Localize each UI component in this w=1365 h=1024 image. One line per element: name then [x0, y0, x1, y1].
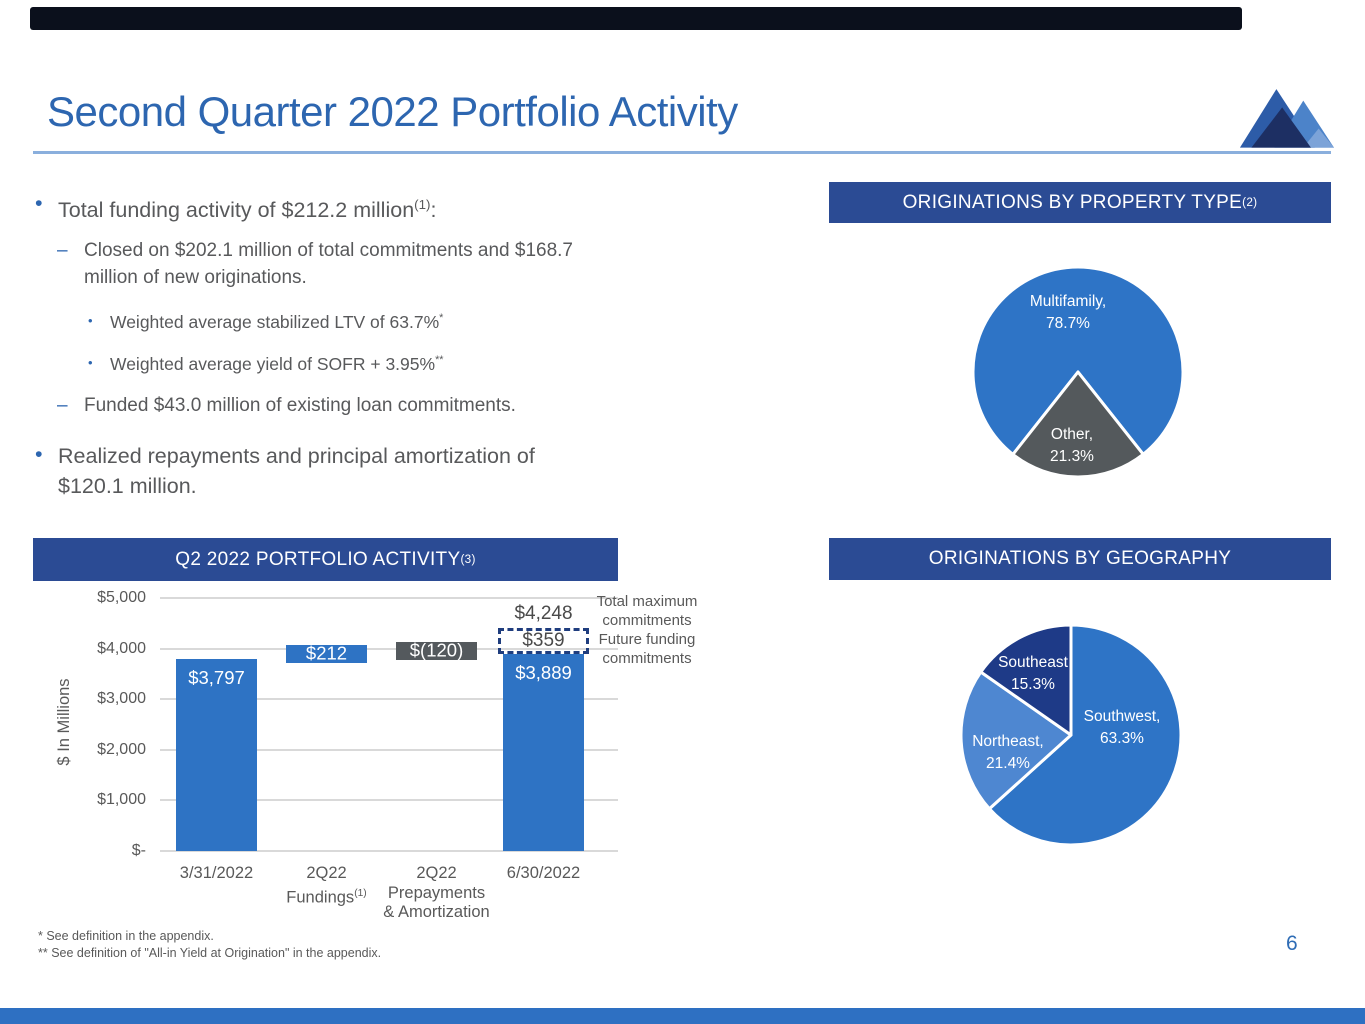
pie-slice-northeast — [959, 670, 1073, 811]
gridline — [160, 597, 618, 599]
bar-value-label: $(120) — [409, 639, 464, 661]
bottom-accent-bar — [0, 1008, 1365, 1024]
company-logo — [1238, 84, 1334, 153]
bar: $(120) — [396, 639, 477, 661]
x-axis-category: 2Q22 Fundings(1) — [286, 864, 367, 906]
property-type-banner: ORIGINATIONS BY PROPERTY TYPE (2) — [829, 182, 1331, 223]
x-axis-category: 3/31/2022 — [179, 864, 254, 882]
y-tick-label: $4,000 — [97, 639, 146, 657]
y-tick-label: $1,000 — [97, 791, 146, 809]
y-tick-label: $3,000 — [97, 690, 146, 708]
future-funding-value: $359 — [522, 630, 565, 652]
pie-slice-other — [1011, 370, 1145, 479]
gridline — [160, 698, 618, 701]
pie-label-southwest: Southwest, 63.3% — [1083, 708, 1161, 747]
bar: $3,889 — [503, 654, 584, 851]
y-tick-label: $- — [131, 842, 146, 859]
bullet-1a2: Weighted average yield of SOFR + 3.95%** — [110, 353, 444, 374]
pie-label-northeast: Northeast, 21.4% — [972, 733, 1044, 772]
footnote-1: * See definition in the appendix. — [38, 929, 214, 943]
x-axis-category: 2Q22 Prepayments & Amortization — [383, 864, 490, 921]
page-title: Second Quarter 2022 Portfolio Activity — [47, 88, 738, 135]
bar-chart-plot: $3,797 $212 $(120) $3,889 $359 $4,248 — [158, 590, 620, 852]
dash-icon: – — [57, 240, 68, 261]
y-tick-label: $2,000 — [97, 740, 146, 758]
gridline — [160, 748, 618, 751]
bullet-icon: • — [35, 191, 43, 215]
bar-value-label: $212 — [305, 642, 348, 664]
bar: $3,797 — [176, 658, 257, 851]
gridline — [160, 850, 618, 852]
geography-banner: ORIGINATIONS BY GEOGRAPHY — [829, 538, 1331, 580]
bullet-icon: • — [35, 442, 43, 466]
pie-slice-southwest — [987, 623, 1183, 847]
gridline — [160, 647, 618, 650]
y-axis-ticks: $5,000 $4,000 $3,000 $2,000 $1,000 $- — [60, 589, 146, 859]
footnote-2: ** See definition of "All-in Yield at Or… — [38, 946, 382, 960]
pie-label-southeast: Southeast 15.3% — [998, 654, 1068, 693]
bullet-1a1: Weighted average stabilized LTV of 63.7%… — [110, 311, 444, 332]
x-axis-category: 6/30/2022 — [506, 864, 581, 882]
top-system-bar — [30, 7, 1242, 30]
bar-chart-banner: Q2 2022 PORTFOLIO ACTIVITY (3) — [33, 538, 618, 581]
pie-label-multifamily: Multifamily, 78.7% — [1029, 293, 1107, 332]
future-funding-dashed-box — [498, 628, 589, 655]
bar-value-label: $3,797 — [188, 666, 245, 688]
sub-bullet-icon: • — [88, 355, 93, 370]
title-underline — [33, 151, 1331, 154]
property-type-pie — [971, 265, 1185, 479]
annotation-future-funding: Future funding commitments — [598, 631, 696, 667]
gridline — [160, 799, 618, 802]
y-tick-label: $5,000 — [97, 589, 146, 606]
page-number: 6 — [1286, 932, 1298, 955]
bullet-1: Total funding activity of $212.2 million… — [58, 197, 437, 223]
bullet-1a: Closed on $202.1 million of total commit… — [84, 240, 573, 288]
pie-slice-multifamily — [971, 265, 1185, 456]
bar-value-label: $3,889 — [515, 662, 572, 684]
dash-icon: – — [57, 395, 68, 416]
pie-slice-southeast — [979, 623, 1073, 737]
geography-pie — [959, 623, 1183, 847]
annotation-total-max: Total maximum commitments — [596, 593, 698, 629]
sub-bullet-icon: • — [88, 313, 93, 328]
bar: $212 — [286, 642, 367, 664]
mountain-logo-icon — [1239, 89, 1334, 148]
pie-label-other: Other, 21.3% — [1050, 426, 1094, 465]
bullet-1b: Funded $43.0 million of existing loan co… — [84, 395, 516, 416]
total-max-commitments-value: $4,248 — [514, 603, 573, 625]
bullet-2: Realized repayments and principal amorti… — [58, 444, 535, 498]
x-axis-labels: 3/31/2022 2Q22 Fundings(1) 2Q22 Prepayments &… — [158, 862, 620, 932]
